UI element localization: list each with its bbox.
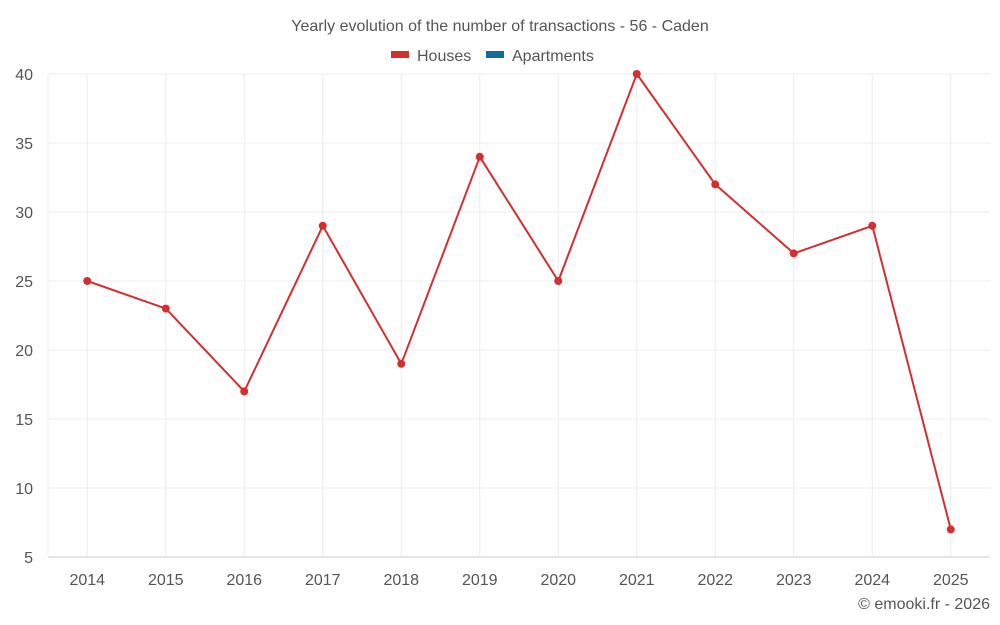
y-tick-label: 35 xyxy=(15,136,33,153)
y-axis: 5 10 15 20 25 30 35 40 xyxy=(15,67,33,567)
x-tick-label: 2020 xyxy=(540,572,576,589)
credit-text: © emooki.fr - 2026 xyxy=(858,596,990,613)
y-tick-label: 5 xyxy=(24,550,33,567)
data-point-houses[interactable] xyxy=(946,525,955,534)
x-tick-label: 2023 xyxy=(776,572,812,589)
y-tick-label: 20 xyxy=(15,343,33,360)
x-tick-label: 2025 xyxy=(933,572,969,589)
data-point-houses[interactable] xyxy=(554,277,563,285)
x-tick-label: 2018 xyxy=(383,572,419,589)
data-point-houses[interactable] xyxy=(789,249,798,258)
data-point-houses[interactable] xyxy=(240,387,249,396)
x-axis: 2014 2015 2016 2017 2018 2019 2020 2021 2022 2023… xyxy=(48,556,990,589)
x-tick-label: 2022 xyxy=(697,572,733,589)
x-tick-label: 2014 xyxy=(69,572,105,589)
data-point-houses[interactable] xyxy=(397,359,406,368)
series-line-houses xyxy=(86,73,952,530)
data-point-houses[interactable] xyxy=(475,152,484,161)
legend-label-apartments[interactable]: Apartments xyxy=(512,48,594,65)
y-tick-label: 30 xyxy=(15,205,33,222)
grid xyxy=(47,73,990,557)
data-point-houses[interactable] xyxy=(711,180,720,189)
x-tick-label: 2021 xyxy=(619,572,655,589)
series-houses xyxy=(83,70,955,534)
x-tick-label: 2024 xyxy=(854,572,890,589)
y-tick-label: 40 xyxy=(15,67,33,84)
x-tick-label: 2019 xyxy=(462,572,498,589)
data-point-houses[interactable] xyxy=(83,277,92,285)
data-point-houses[interactable] xyxy=(318,221,327,230)
data-point-houses[interactable] xyxy=(632,70,641,78)
legend-swatch-houses xyxy=(391,51,409,58)
x-tick-label: 2016 xyxy=(226,572,262,589)
legend-swatch-apartments xyxy=(486,51,504,58)
legend-label-houses[interactable]: Houses xyxy=(417,48,471,65)
y-tick-label: 25 xyxy=(15,274,33,291)
x-tick-label: 2017 xyxy=(305,572,341,589)
data-point-houses[interactable] xyxy=(868,221,877,230)
chart-title: Yearly evolution of the number of transa… xyxy=(291,18,708,35)
y-tick-label: 10 xyxy=(15,481,33,498)
y-tick-label: 15 xyxy=(15,412,33,429)
legend: Houses Apartments xyxy=(391,48,594,65)
x-tick-label: 2015 xyxy=(148,572,184,589)
data-point-houses[interactable] xyxy=(161,304,170,313)
